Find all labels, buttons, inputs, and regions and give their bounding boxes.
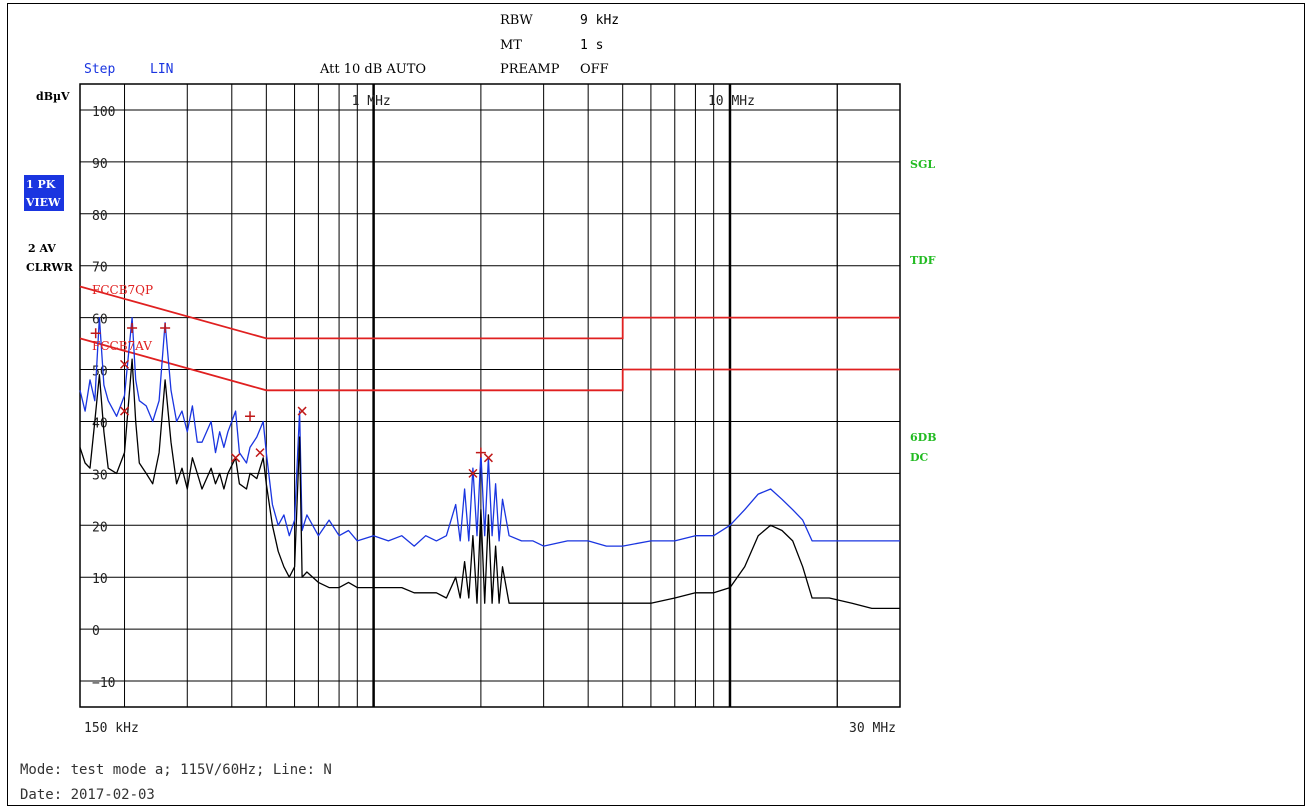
marker-x	[297, 406, 307, 416]
dc-status: DC	[910, 451, 929, 464]
tdf-status: TDF	[910, 254, 936, 267]
mt-value: 1 s	[580, 38, 603, 53]
y-tick-label: 20	[92, 520, 108, 535]
preamp-value: OFF	[580, 62, 609, 77]
marker-plus	[127, 323, 138, 334]
y-tick-label: 90	[92, 157, 108, 172]
limit-line-av	[79, 337, 900, 392]
y-tick-label: 30	[92, 468, 108, 483]
x-tick-label: 30 MHz	[849, 721, 896, 736]
average-trace	[79, 358, 900, 610]
trace2-mode: CLRWR	[26, 261, 74, 274]
qp-limit-label: FCCB7QP	[92, 283, 153, 297]
rbw-label: RBW	[500, 13, 533, 28]
marker-plus	[475, 447, 486, 458]
sgl-status: SGL	[910, 158, 935, 171]
y-tick-label: 80	[92, 209, 108, 224]
x-tick-label: 10 MHz	[708, 94, 755, 109]
sixdb-status: 6DB	[910, 431, 937, 444]
av-limit-label: FCCB7AV	[92, 339, 152, 353]
marker-x	[119, 406, 130, 416]
chart-frame	[7, 3, 1305, 806]
trace1-highlight	[24, 175, 64, 211]
trace1-mode: VIEW	[25, 196, 61, 209]
y-tick-label: 10	[92, 572, 108, 587]
x-tick-label: 150 kHz	[84, 721, 139, 736]
step-value: LIN	[150, 62, 173, 77]
mode-text: Mode: test mode a; 115V/60Hz; Line: N	[20, 762, 332, 778]
trace2-type: 2 AV	[28, 242, 56, 255]
marker-plus	[160, 323, 171, 334]
y-tick-label: 70	[92, 261, 108, 276]
preamp-label: PREAMP	[500, 62, 560, 77]
date-text: Date: 2017-02-03	[20, 787, 155, 803]
marker-x	[231, 453, 241, 463]
x-tick-label: 1 MHz	[352, 94, 391, 109]
step-label: Step	[84, 62, 115, 77]
marker-x	[468, 468, 478, 478]
marker-x	[255, 448, 265, 458]
trace1-type: 1 PK	[26, 178, 56, 191]
plot-border	[79, 83, 901, 708]
mt-label: MT	[500, 38, 522, 53]
marker-plus	[90, 328, 101, 339]
marker-plus	[245, 411, 256, 422]
unit-label: dBµV	[36, 90, 70, 103]
marker-x	[483, 453, 493, 463]
marker-x	[119, 359, 130, 369]
y-tick-label: 0	[92, 624, 100, 639]
limit-line-qp	[79, 285, 900, 340]
y-tick-label: −10	[92, 676, 115, 691]
peak-trace	[79, 316, 900, 547]
attenuation-label: Att 10 dB AUTO	[319, 62, 426, 77]
y-tick-label: 100	[92, 105, 115, 120]
rbw-value: 9 kHz	[580, 13, 619, 28]
